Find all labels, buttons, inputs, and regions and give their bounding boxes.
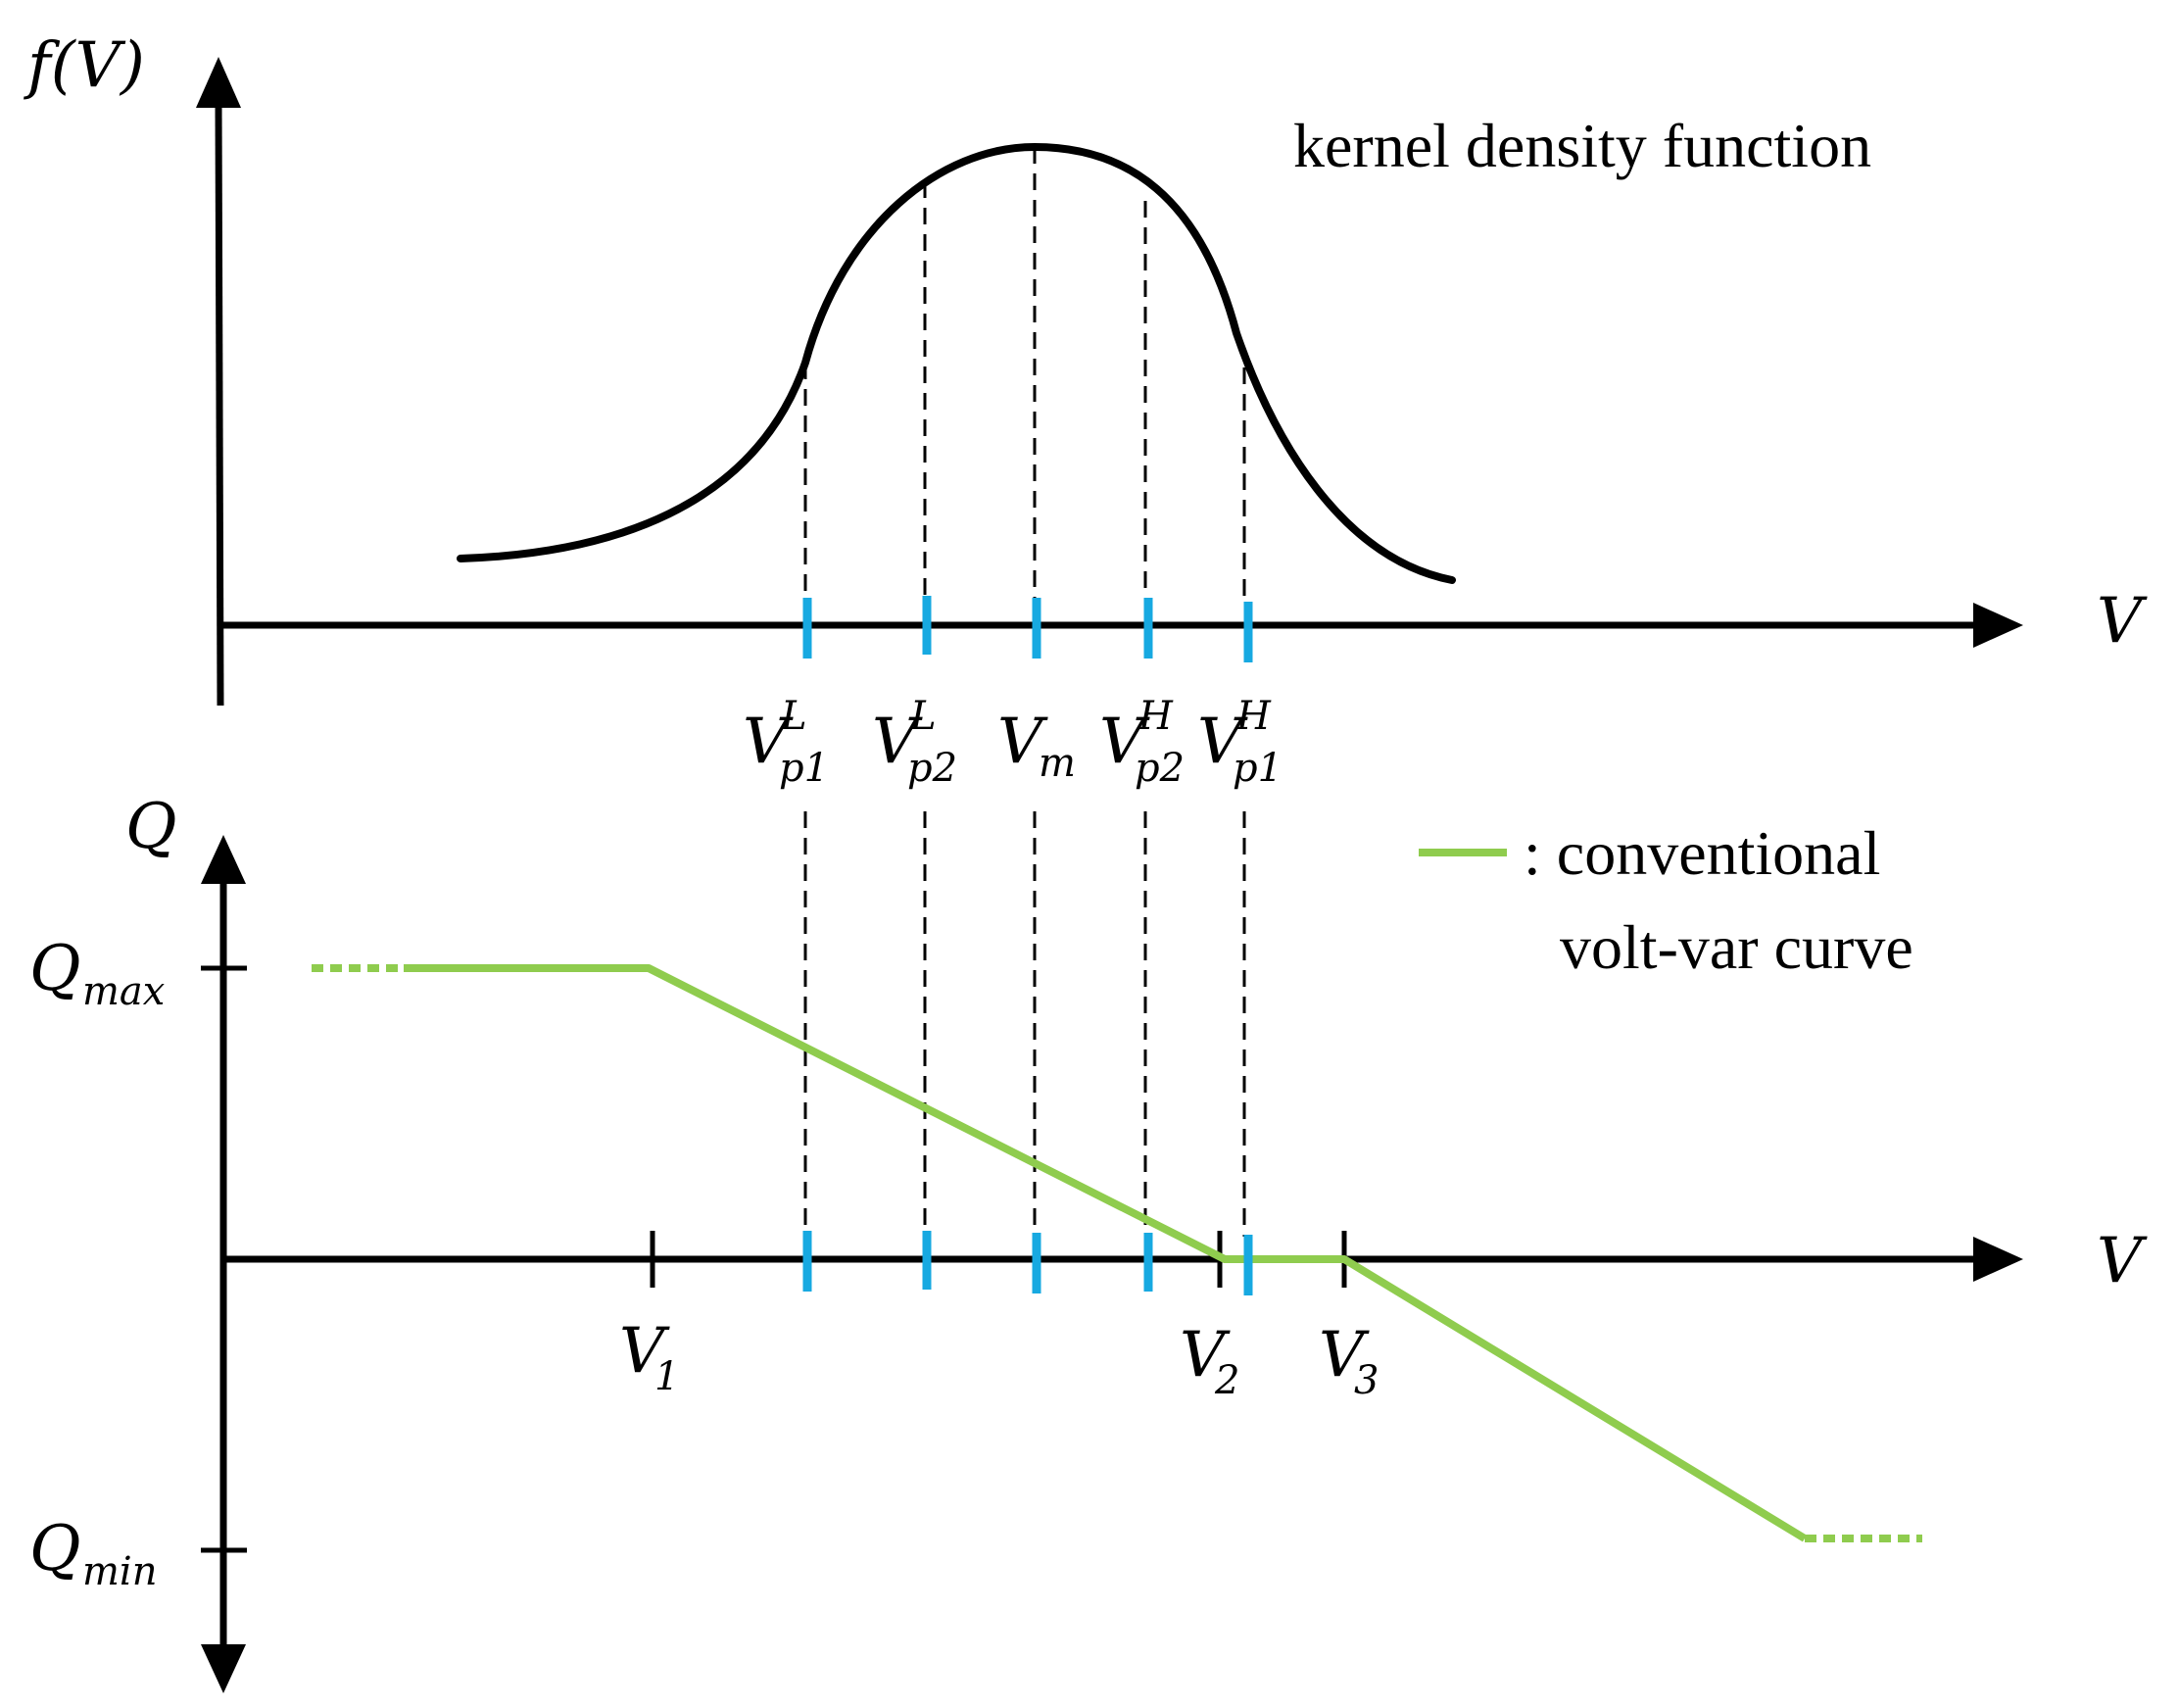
marker-label-vm: V m bbox=[997, 706, 1076, 786]
svg-text:Q: Q bbox=[29, 933, 80, 1005]
svg-text:max: max bbox=[82, 969, 165, 1014]
svg-text:H: H bbox=[1137, 694, 1174, 739]
volt-var-plot: Q Q max Q min V V 1 V 2 V 3 bbox=[29, 791, 2148, 1693]
svg-text:V: V bbox=[1319, 1319, 1370, 1391]
kde-plot: f(V) V kernel density function V L p1 V … bbox=[24, 29, 2148, 791]
vv-x-axis-label: V bbox=[2097, 1225, 2148, 1297]
kernel-density-curve bbox=[457, 143, 1456, 584]
svg-text:V: V bbox=[1197, 706, 1248, 778]
v2-label: V 2 bbox=[1180, 1319, 1239, 1403]
svg-text:p2: p2 bbox=[907, 746, 957, 791]
kde-y-arrowhead bbox=[196, 57, 241, 108]
svg-text:H: H bbox=[1235, 694, 1272, 739]
svg-text:min: min bbox=[82, 1549, 157, 1594]
svg-text:V: V bbox=[743, 706, 794, 778]
svg-text:p1: p1 bbox=[779, 746, 829, 791]
legend-line2: volt-var curve bbox=[1560, 912, 1913, 982]
q-min-label: Q min bbox=[29, 1513, 157, 1594]
svg-text:V: V bbox=[1099, 706, 1150, 778]
marker-label-vp1l: V L p1 bbox=[743, 694, 829, 791]
v1-label: V 1 bbox=[619, 1315, 679, 1399]
kde-x-arrowhead bbox=[1973, 603, 2023, 648]
svg-text:2: 2 bbox=[1214, 1358, 1239, 1403]
q-axis-top-arrowhead bbox=[201, 835, 246, 884]
volt-var-curve bbox=[404, 964, 1808, 1542]
marker-label-vp2l: V L p2 bbox=[872, 694, 957, 791]
svg-text:V: V bbox=[997, 706, 1048, 778]
svg-text:L: L bbox=[909, 694, 937, 739]
svg-text:p2: p2 bbox=[1135, 746, 1185, 791]
q-axis-bottom-arrowhead bbox=[201, 1644, 246, 1693]
marker-label-vp2h: V H p2 bbox=[1099, 694, 1185, 791]
legend-line1: : conventional bbox=[1524, 818, 1880, 888]
kde-y-axis-label: f(V) bbox=[24, 29, 145, 102]
kde-y-axis bbox=[215, 102, 224, 707]
svg-text:Q: Q bbox=[29, 1513, 80, 1586]
svg-text:3: 3 bbox=[1354, 1358, 1379, 1403]
legend: : conventional volt-var curve bbox=[1419, 818, 1913, 982]
q-axis-label: Q bbox=[125, 791, 176, 863]
svg-text:1: 1 bbox=[654, 1354, 679, 1399]
svg-text:V: V bbox=[619, 1315, 670, 1388]
svg-text:m: m bbox=[1039, 741, 1076, 786]
svg-text:p1: p1 bbox=[1233, 746, 1283, 791]
q-max-label: Q max bbox=[29, 933, 165, 1014]
v3-label: V 3 bbox=[1319, 1319, 1379, 1403]
kde-x-axis-label: V bbox=[2097, 585, 2148, 658]
marker-label-vp1h: V H p1 bbox=[1197, 694, 1283, 791]
svg-text:L: L bbox=[780, 694, 807, 739]
svg-text:V: V bbox=[1180, 1319, 1231, 1391]
kde-curve-label: kernel density function bbox=[1293, 111, 1871, 180]
svg-text:V: V bbox=[872, 706, 923, 778]
vv-x-arrowhead bbox=[1973, 1237, 2023, 1282]
